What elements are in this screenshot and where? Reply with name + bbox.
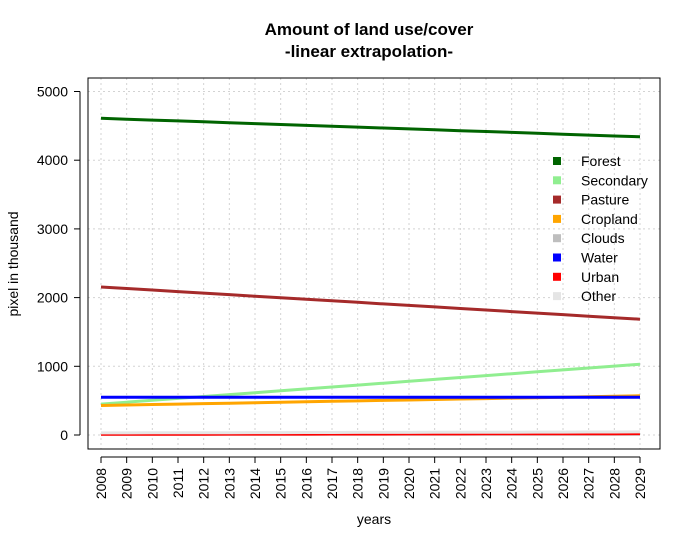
series-line-other [101,430,641,435]
legend-label-secondary: Secondary [581,172,648,188]
y-tick-label: 3000 [37,221,68,237]
x-tick-label: 2022 [452,468,468,499]
x-tick-label: 2014 [247,468,263,499]
legend-label-urban: Urban [581,269,619,285]
legend-swatch-forest [553,157,561,165]
legend-swatch-water [553,253,561,262]
x-axis-title: years [357,511,391,527]
x-tick-label: 2008 [93,468,109,499]
y-tick-label: 2000 [37,290,68,306]
y-tick-label: 4000 [37,152,68,168]
legend-label-forest: Forest [581,153,621,169]
x-tick-label: 2026 [555,468,571,499]
x-tick-label: 2010 [144,468,160,499]
x-tick-label: 2029 [632,468,648,499]
x-tick-label: 2015 [273,468,289,499]
x-tick-label: 2009 [119,468,135,499]
legend-swatch-urban [553,272,561,281]
x-tick-label: 2021 [427,468,443,499]
y-axis: 0 1000 2000 3000 4000 5000 [37,84,81,443]
plot-frame [87,77,661,450]
chart-title: Amount of land use/cover [265,20,474,39]
y-tick-label: 0 [60,427,68,443]
legend-label-cropland: Cropland [581,211,638,227]
x-axis: 2008 2009 2010 2011 2012 2013 2014 2015 2016 2017… [93,456,648,499]
x-tick-label: 2018 [350,468,366,499]
x-tick-label: 2011 [170,468,186,498]
legend-swatch-clouds [553,234,561,243]
legend-swatch-other [553,292,561,301]
x-tick-label: 2016 [298,468,314,499]
x-tick-label: 2025 [529,468,545,499]
x-tick-label: 2024 [504,468,520,499]
series-line-pasture [100,285,641,321]
legend-swatch-cropland [553,214,561,223]
chart-subtitle: -linear extrapolation- [285,42,453,61]
legend-swatch-secondary [553,176,561,185]
x-tick-label: 2027 [581,468,597,499]
y-axis-title: pixel in thousand [5,211,21,316]
x-tick-label: 2028 [606,468,622,499]
legend-label-other: Other [581,288,616,304]
legend-swatch-pasture [553,195,561,204]
x-tick-label: 2017 [324,468,340,499]
legend-label-water: Water [581,250,618,266]
series-line-forest [100,116,641,139]
x-tick-label: 2012 [196,468,212,499]
x-tick-label: 2013 [221,468,237,499]
grid [88,78,660,449]
series-lines [100,116,641,436]
y-tick-label: 1000 [37,358,68,374]
legend-label-pasture: Pasture [581,192,629,208]
y-tick-label: 5000 [37,84,68,100]
x-tick-label: 2023 [478,468,494,499]
x-tick-label: 2020 [401,468,417,499]
legend: Forest Secondary Pasture Cropland Clouds Wate… [553,153,648,304]
legend-label-clouds: Clouds [581,230,625,246]
x-tick-label: 2019 [375,468,391,499]
